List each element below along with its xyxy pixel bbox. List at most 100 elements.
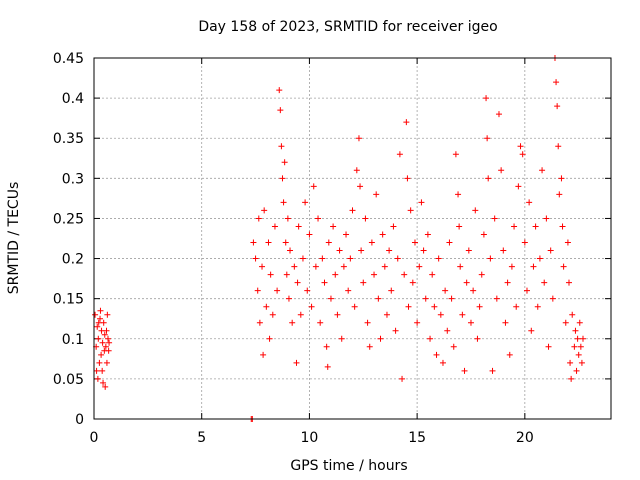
data-point — [418, 199, 425, 206]
data-point — [103, 359, 110, 366]
data-point — [424, 231, 431, 238]
data-point — [284, 215, 291, 222]
data-point — [414, 319, 421, 326]
data-point — [373, 191, 380, 198]
data-point — [541, 279, 548, 286]
data-point — [94, 323, 101, 330]
data-point — [347, 255, 354, 262]
data-point — [95, 335, 102, 342]
data-point — [433, 351, 440, 358]
data-point — [386, 247, 393, 254]
data-point — [515, 183, 522, 190]
data-point — [375, 295, 382, 302]
data-point — [357, 183, 364, 190]
data-point — [394, 255, 401, 262]
y-tick-label: 0.2 — [62, 252, 84, 268]
data-point — [362, 215, 369, 222]
data-point — [364, 319, 371, 326]
data-point — [280, 199, 287, 206]
y-tick-label: 0.35 — [53, 131, 84, 147]
data-point — [100, 379, 107, 386]
data-point — [276, 87, 283, 94]
data-point — [103, 327, 110, 334]
data-point — [549, 295, 556, 302]
data-point — [101, 331, 108, 338]
data-point — [250, 239, 257, 246]
data-point — [302, 199, 309, 206]
data-point — [271, 223, 278, 230]
data-point — [104, 311, 111, 318]
data-point — [474, 335, 481, 342]
data-point — [532, 223, 539, 230]
data-point — [304, 287, 311, 294]
x-tick-label: 10 — [301, 430, 319, 446]
data-point — [472, 207, 479, 214]
data-point — [102, 343, 109, 350]
data-point — [422, 295, 429, 302]
data-point — [568, 375, 575, 382]
data-point — [261, 207, 268, 214]
chart-title: Day 158 of 2023, SRMTID for receiver ige… — [198, 19, 497, 35]
data-point — [576, 319, 583, 326]
data-point — [383, 311, 390, 318]
data-point — [513, 303, 520, 310]
data-point — [578, 359, 585, 366]
data-point — [260, 351, 267, 358]
data-point — [500, 247, 507, 254]
data-point — [255, 215, 262, 222]
data-point — [467, 319, 474, 326]
data-point — [521, 239, 528, 246]
data-point — [431, 303, 438, 310]
data-point — [327, 295, 334, 302]
data-point — [476, 303, 483, 310]
data-point — [310, 183, 317, 190]
data-point — [100, 319, 107, 326]
data-point — [343, 231, 350, 238]
axis-ticks: 0 0.05 0.1 0.15 0.2 0.25 0.3 0.35 0.4 0.45 0 5 10 15 2… — [53, 51, 611, 446]
data-point — [536, 255, 543, 262]
data-point — [308, 303, 315, 310]
data-point — [319, 255, 326, 262]
data-point — [502, 319, 509, 326]
data-point — [287, 247, 294, 254]
data-point — [487, 255, 494, 262]
data-point — [577, 343, 584, 350]
data-point — [285, 295, 292, 302]
data-point — [519, 151, 526, 158]
data-point — [295, 223, 302, 230]
data-point — [450, 343, 457, 350]
data-point — [554, 103, 561, 110]
data-point — [254, 287, 261, 294]
data-point — [420, 247, 427, 254]
data-point — [559, 223, 566, 230]
y-tick-label: 0.3 — [62, 171, 84, 187]
data-point — [416, 263, 423, 270]
data-point — [336, 247, 343, 254]
data-point — [401, 271, 408, 278]
data-point — [379, 231, 386, 238]
data-point — [534, 303, 541, 310]
data-point — [493, 295, 500, 302]
data-point — [455, 191, 462, 198]
data-point — [459, 311, 466, 318]
data-point — [279, 175, 286, 182]
data-point — [330, 223, 337, 230]
data-point — [478, 271, 485, 278]
x-tick-label: 15 — [408, 430, 426, 446]
data-point — [299, 255, 306, 262]
data-point — [409, 279, 416, 286]
data-point — [283, 271, 290, 278]
data-point — [547, 247, 554, 254]
data-point — [555, 143, 562, 150]
data-point — [465, 247, 472, 254]
data-point — [543, 215, 550, 222]
x-tick-label: 20 — [516, 430, 534, 446]
data-point — [560, 263, 567, 270]
data-point — [278, 143, 285, 150]
y-tick-label: 0 — [75, 412, 84, 428]
data-point — [491, 215, 498, 222]
data-point — [545, 343, 552, 350]
data-point — [579, 335, 586, 342]
data-point — [565, 279, 572, 286]
y-tick-label: 0.15 — [53, 292, 84, 308]
